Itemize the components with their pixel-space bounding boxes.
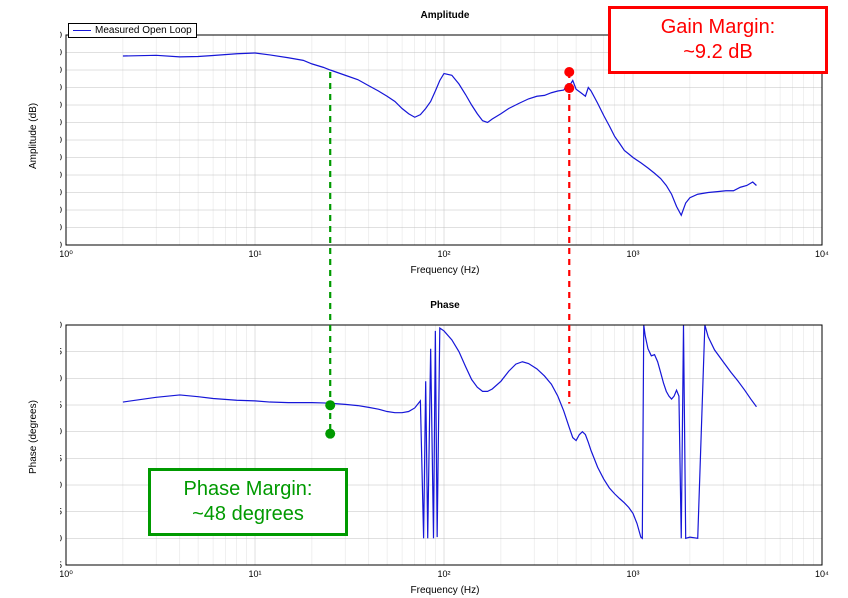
svg-text:-20: -20	[60, 100, 62, 110]
phase-margin-annotation: Phase Margin: ~48 degrees	[148, 468, 348, 536]
phase-chart: Phase -405-360-315-270-225-180-135-90-45…	[60, 300, 830, 596]
svg-text:-50: -50	[60, 153, 62, 163]
svg-text:10²: 10²	[437, 249, 450, 259]
svg-text:-90: -90	[60, 373, 62, 383]
svg-text:0: 0	[60, 320, 62, 330]
svg-text:20: 20	[60, 30, 62, 40]
svg-text:10²: 10²	[437, 569, 450, 579]
svg-text:-90: -90	[60, 223, 62, 233]
phase-chart-title: Phase	[60, 300, 830, 311]
phase-plot: -405-360-315-270-225-180-135-90-45010⁰10…	[60, 311, 830, 585]
gain-margin-annotation: Gain Margin: ~9.2 dB	[608, 6, 828, 74]
svg-text:-225: -225	[60, 453, 62, 463]
legend-label: Measured Open Loop	[95, 25, 192, 36]
svg-text:10: 10	[60, 48, 62, 58]
svg-text:10¹: 10¹	[248, 249, 261, 259]
svg-text:-60: -60	[60, 170, 62, 180]
svg-text:-70: -70	[60, 188, 62, 198]
gain-margin-line2: ~9.2 dB	[625, 40, 811, 65]
phase-margin-line1: Phase Margin:	[165, 477, 331, 502]
svg-text:10⁰: 10⁰	[60, 569, 73, 579]
amplitude-legend: Measured Open Loop	[68, 23, 197, 38]
svg-text:-80: -80	[60, 205, 62, 215]
svg-text:-40: -40	[60, 135, 62, 145]
svg-text:10⁴: 10⁴	[815, 569, 829, 579]
svg-text:-135: -135	[60, 400, 62, 410]
svg-text:0: 0	[60, 65, 62, 75]
svg-text:10³: 10³	[626, 569, 639, 579]
svg-text:-315: -315	[60, 507, 62, 517]
svg-text:10⁴: 10⁴	[815, 249, 829, 259]
amplitude-ylabel: Amplitude (dB)	[28, 103, 39, 169]
svg-text:-360: -360	[60, 533, 62, 543]
svg-text:-45: -45	[60, 347, 62, 357]
legend-line-icon	[73, 30, 91, 31]
svg-text:10¹: 10¹	[248, 569, 261, 579]
amplitude-xlabel: Frequency (Hz)	[60, 265, 830, 276]
svg-text:-10: -10	[60, 83, 62, 93]
svg-text:-180: -180	[60, 427, 62, 437]
gain-margin-line1: Gain Margin:	[625, 15, 811, 40]
phase-xlabel: Frequency (Hz)	[60, 585, 830, 596]
svg-text:10³: 10³	[626, 249, 639, 259]
svg-text:-30: -30	[60, 118, 62, 128]
phase-margin-line2: ~48 degrees	[165, 502, 331, 527]
phase-ylabel: Phase (degrees)	[28, 400, 39, 474]
svg-text:-270: -270	[60, 480, 62, 490]
svg-text:10⁰: 10⁰	[60, 249, 73, 259]
